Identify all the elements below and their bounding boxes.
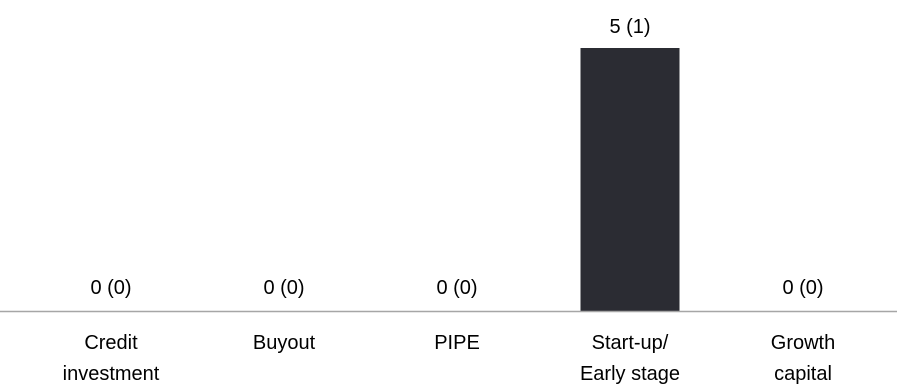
category-label-1-line-0: Buyout (253, 332, 316, 354)
category-label-0: Credit investment (63, 332, 160, 385)
category-label-3-line-1: Early stage (580, 363, 680, 385)
category-label-4-line-1: capital (774, 363, 832, 385)
category-label-2: PIPE (434, 332, 480, 354)
value-labels-layer: 0 (0) 0 (0) 0 (0) 5 (1) 0 (0) (90, 16, 823, 299)
category-label-0-line-1: investment (63, 363, 160, 385)
data-label-2: 0 (0) (436, 277, 477, 299)
data-label-1: 0 (0) (263, 277, 304, 299)
category-label-4-line-0: Growth (771, 332, 835, 354)
category-label-4: Growth capital (771, 332, 835, 385)
category-label-3-line-0: Start-up/ (592, 332, 669, 354)
data-label-3: 5 (1) (609, 16, 650, 38)
category-labels-layer: Credit investment Buyout PIPE Start-up/Early… (63, 332, 836, 385)
bars-layer (580, 48, 680, 311)
category-label-2-line-0: PIPE (434, 332, 480, 354)
category-label-3: Start-up/Early stage (580, 332, 680, 385)
category-label-0-line-0: Credit (84, 332, 138, 354)
bar-3 (580, 48, 680, 311)
data-label-0: 0 (0) (90, 277, 131, 299)
category-label-1: Buyout (253, 332, 316, 354)
data-label-4: 0 (0) (782, 277, 823, 299)
